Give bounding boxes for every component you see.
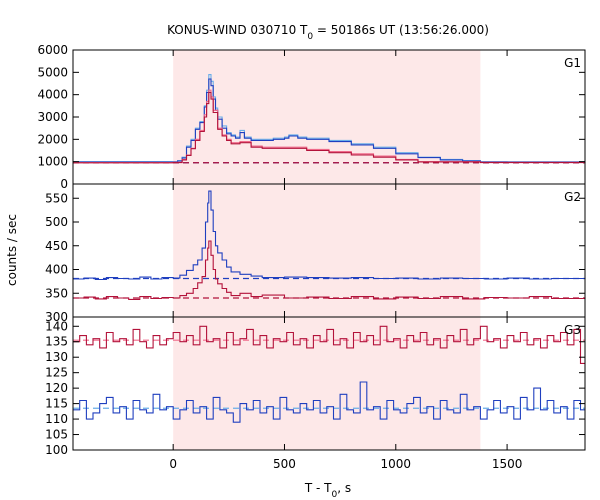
y-axis-title: counts / sec <box>5 214 19 286</box>
y-tick-label: 3000 <box>37 110 68 124</box>
panel-frame <box>72 316 586 451</box>
series-line-1 <box>73 381 585 423</box>
panel-g2: 300 350 400 450 500 550 G2 <box>45 183 586 324</box>
y-tick-label: 135 <box>45 335 68 349</box>
x-tick-label: 1500 <box>492 457 523 471</box>
panel-g1: 0 1000 2000 3000 4000 5000 6000 G1 <box>37 43 586 191</box>
series-line-0 <box>73 325 585 364</box>
series-line-0 <box>73 190 586 281</box>
panel-label: G2 <box>564 190 581 204</box>
panels: 0100020003000400050006000G13003504004505… <box>37 43 586 471</box>
x-tick-label: 0 <box>169 457 177 471</box>
y-tick-label: 5000 <box>37 65 68 79</box>
x-tick-label: 500 <box>273 457 296 471</box>
y-tick-label: 350 <box>45 286 68 300</box>
y-tick-label: 4000 <box>37 88 68 102</box>
y-tick-label: 100 <box>45 443 68 457</box>
y-tick-label: 120 <box>45 381 68 395</box>
y-tick-label: 0 <box>60 177 68 191</box>
y-tick-label: 105 <box>45 428 68 442</box>
y-tick-label: 550 <box>45 191 68 205</box>
x-axis-title: T - T0, s <box>304 481 351 500</box>
highlight-interval <box>173 184 481 317</box>
series-line-1 <box>73 78 585 163</box>
chart-title: KONUS-WIND 030710 T0 = 50186s UT (13:56:… <box>167 23 489 42</box>
y-tick-label: 2000 <box>37 132 68 146</box>
series-line-1 <box>73 240 586 300</box>
y-tick-label: 125 <box>45 366 68 380</box>
y-tick-label: 500 <box>45 215 68 229</box>
x-tick-label: 1000 <box>381 457 412 471</box>
y-tick-label: 115 <box>45 397 68 411</box>
y-tick-label: 300 <box>45 310 68 324</box>
series-line-3 <box>73 91 586 164</box>
y-tick-label: 130 <box>45 350 68 364</box>
y-tick-label: 140 <box>45 319 68 333</box>
y-tick-label: 110 <box>45 412 68 426</box>
panel-label: G3 <box>564 323 581 337</box>
y-tick-label: 400 <box>45 263 68 277</box>
y-tick-label: 6000 <box>37 43 68 57</box>
panel-label: G1 <box>564 56 581 70</box>
y-tick-label: 1000 <box>37 155 68 169</box>
y-tick-label: 450 <box>45 239 68 253</box>
